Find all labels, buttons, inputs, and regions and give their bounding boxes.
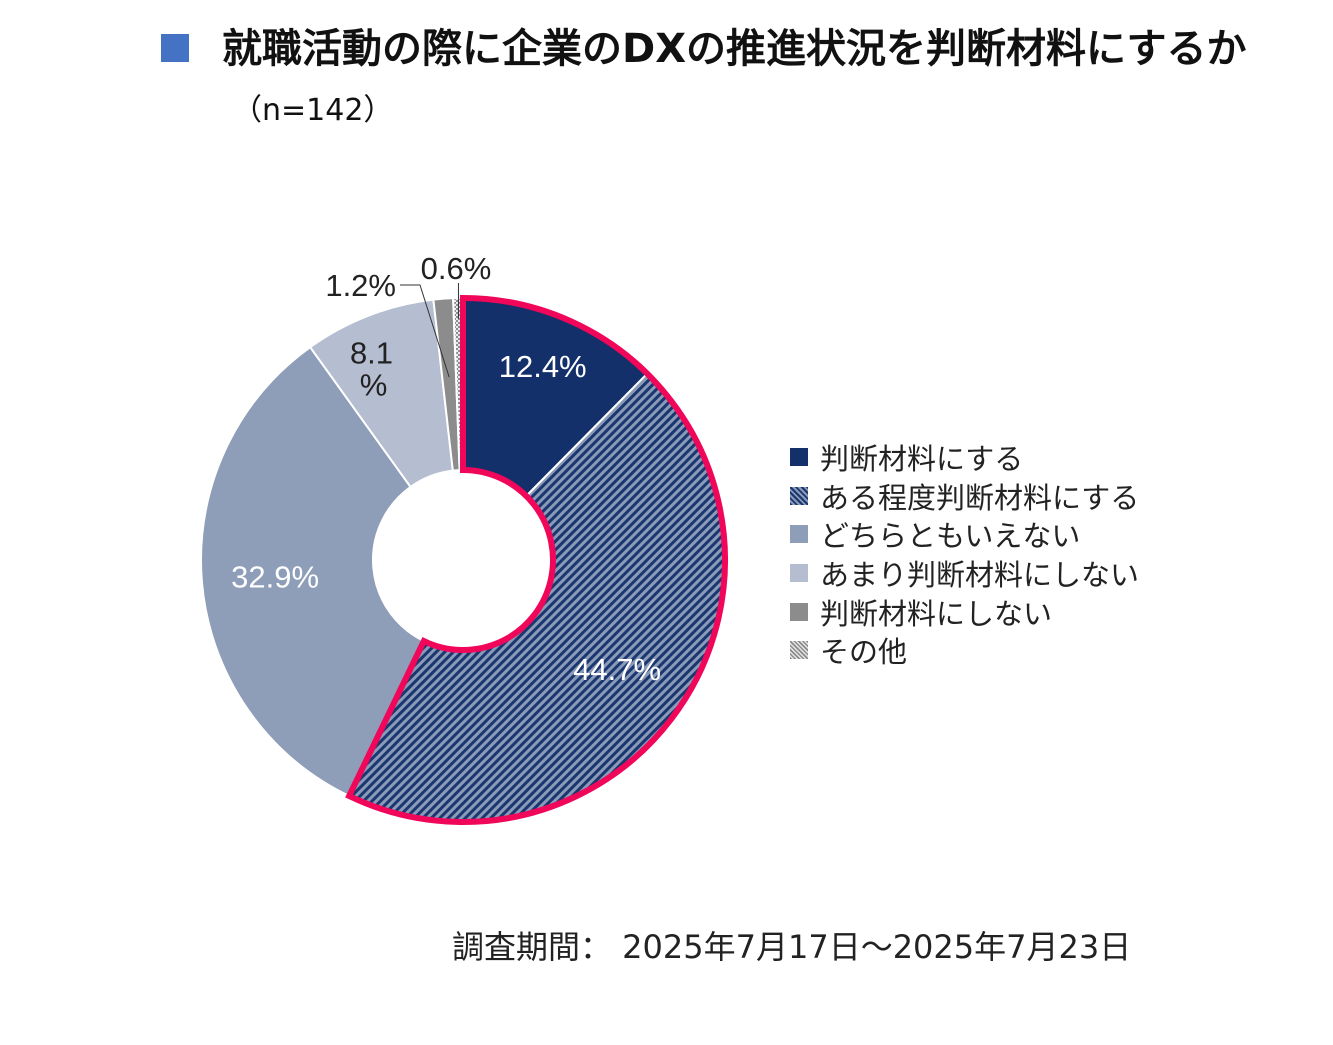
highlight-outline: [345, 294, 728, 825]
legend-item: 判断材料にする: [790, 438, 1139, 477]
legend-label: ある程度判断材料にする: [820, 480, 1140, 515]
legend-label: 判断材料にしない: [820, 596, 1053, 631]
leader-line-5: [400, 284, 450, 378]
title-marker: [161, 34, 189, 62]
data-label-4: 8.1%: [350, 335, 393, 402]
legend-label: その他: [820, 635, 908, 670]
slice-3: [200, 345, 426, 798]
legend-item: あまり判断材料にしない: [790, 554, 1139, 593]
data-label-2: 44.7%: [573, 652, 661, 687]
legend: 判断材料にする ある程度判断材料にする どちらともいえないあまり判断材料にしない 判断…: [790, 438, 1139, 670]
legend-swatch: [790, 564, 808, 583]
legend-item: どちらともいえない: [790, 515, 1139, 554]
data-label-5: 1.2%: [325, 268, 396, 303]
legend-swatch: [790, 448, 808, 467]
legend-label: どちらともいえない: [820, 519, 1081, 554]
data-label-1: 12.4%: [499, 349, 587, 384]
chart-title: 就職活動の際に企業のDXの推進状況を判断材料にするか （n=142）: [222, 20, 1282, 140]
chart-title-sample-size: （n=142）: [232, 93, 394, 128]
legend-swatch: [790, 486, 808, 505]
legend-item: その他: [790, 631, 1139, 670]
legend-swatch: [790, 602, 808, 621]
data-label-3: 32.9%: [231, 559, 319, 594]
legend-label: 判断材料にする: [820, 442, 1024, 477]
legend-item: 判断材料にしない: [790, 592, 1139, 631]
legend-label: あまり判断材料にしない: [820, 558, 1140, 593]
legend-swatch: [790, 641, 808, 660]
legend-swatch: [790, 525, 808, 544]
legend-item: ある程度判断材料にする: [790, 477, 1139, 516]
chart-title-main: 就職活動の際に企業のDXの推進状況を判断材料にするか: [222, 26, 1247, 72]
survey-period: 調査期間： 2025年7月17日～2025年7月23日: [452, 928, 1132, 966]
data-label-6: 0.6%: [421, 251, 492, 286]
